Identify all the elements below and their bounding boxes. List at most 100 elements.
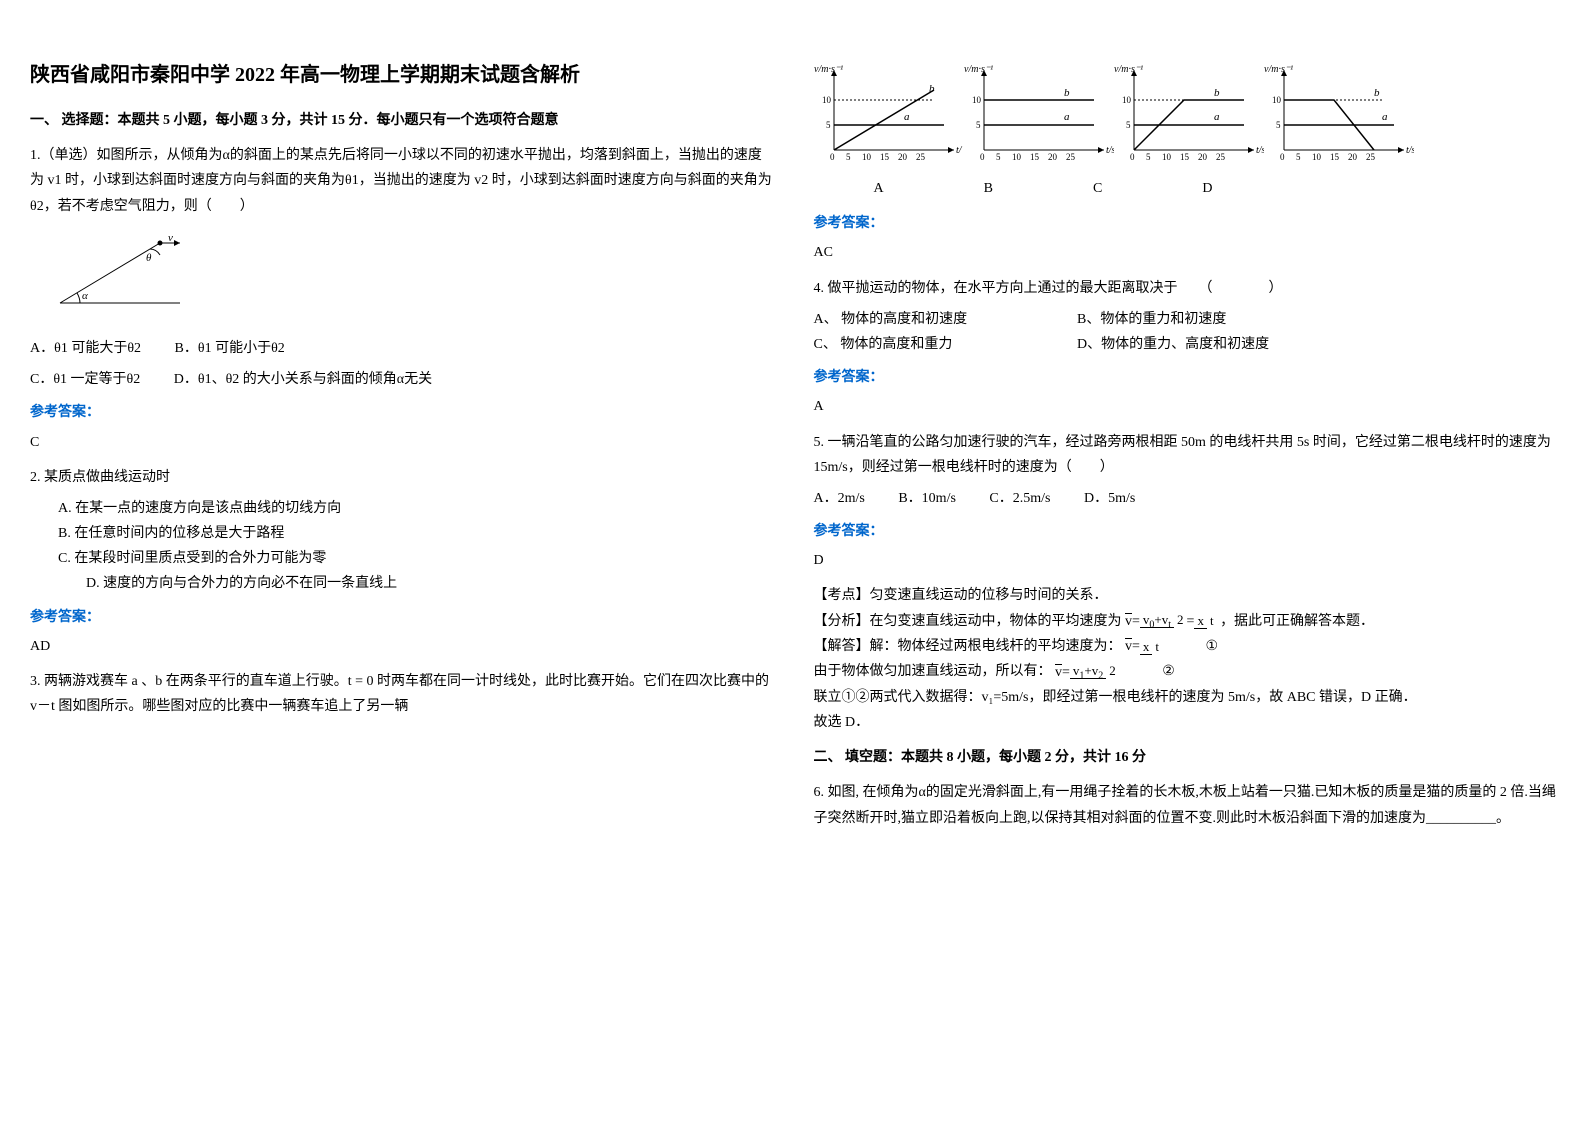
svg-text:25: 25: [1216, 152, 1226, 162]
q5-fenxi-pre: 【分析】在匀变速直线运动中，物体的平均速度为: [814, 614, 1122, 629]
q5-jieda-pre: 【解答】解：物体经过两根电线杆的平均速度为：: [814, 639, 1122, 654]
q5-fenxi-post: ，据此可正确解答本题．: [1220, 614, 1374, 629]
svg-text:10: 10: [1122, 95, 1132, 105]
q3-label-a: A: [874, 176, 884, 201]
svg-text:t/s: t/s: [1256, 145, 1264, 156]
svg-text:10: 10: [1312, 152, 1322, 162]
svg-text:5: 5: [826, 120, 831, 130]
q1-option-b: B．θ1 可能小于θ2: [175, 336, 285, 361]
svg-text:θ: θ: [146, 252, 152, 264]
q1-options-row1: A．θ1 可能大于θ2 B．θ1 可能小于θ2: [30, 336, 774, 361]
svg-text:a: a: [1382, 111, 1388, 123]
q1-option-d: D．θ1、θ2 的大小关系与斜面的倾角α无关: [174, 367, 432, 392]
q3-chart-labels: A B C D: [814, 176, 1558, 201]
q5-jieda-line2: 由于物体做匀加速直线运动，所以有： v=v1+v22 ②: [814, 659, 1558, 684]
svg-text:10: 10: [1012, 152, 1022, 162]
question-4: 4. 做平抛运动的物体，在水平方向上通过的最大距离取决于 （ ） A、 物体的高…: [814, 276, 1558, 420]
q5-jieda-line4: 故选 D．: [814, 710, 1558, 735]
svg-text:v: v: [168, 233, 173, 244]
svg-text:15: 15: [1330, 152, 1340, 162]
q4-options-row1: A、 物体的高度和初速度 B、物体的重力和初速度: [814, 307, 1558, 332]
q4-options-row2: C、 物体的高度和重力 D、物体的重力、高度和初速度: [814, 332, 1558, 357]
svg-text:10: 10: [822, 95, 832, 105]
q5-answer: D: [814, 548, 1558, 573]
svg-text:v/m·s⁻¹: v/m·s⁻¹: [1264, 64, 1293, 75]
q5-option-d: D．5m/s: [1084, 486, 1135, 511]
svg-text:0: 0: [1130, 152, 1135, 162]
svg-text:0: 0: [1280, 152, 1285, 162]
svg-text:5: 5: [976, 120, 981, 130]
svg-text:15: 15: [880, 152, 890, 162]
svg-text:10: 10: [972, 95, 982, 105]
svg-text:0: 0: [830, 152, 835, 162]
q5-formula-1: v=v0+vt2=xt: [1125, 609, 1217, 634]
q3-label-c: C: [1093, 176, 1102, 201]
q5-formula-3: v=v1+v22: [1055, 660, 1119, 685]
svg-text:a: a: [1214, 111, 1220, 123]
q1-stem: 1.（单选）如图所示，从倾角为α的斜面上的某点先后将同一小球以不同的初速水平抛出…: [30, 143, 774, 219]
q2-option-d: D. 速度的方向与合外力的方向必不在同一条直线上: [30, 571, 774, 596]
svg-text:10: 10: [862, 152, 872, 162]
svg-text:5: 5: [1276, 120, 1281, 130]
q3-answer: AC: [814, 240, 1558, 265]
question-1: 1.（单选）如图所示，从倾角为α的斜面上的某点先后将同一小球以不同的初速水平抛出…: [30, 143, 774, 455]
q3-label-d: D: [1202, 176, 1212, 201]
q5-line2-pre: 由于物体做匀加速直线运动，所以有：: [814, 664, 1052, 679]
svg-text:5: 5: [1146, 152, 1151, 162]
q4-option-b: B、物体的重力和初速度: [1077, 312, 1226, 327]
q5-option-b: B．10m/s: [898, 486, 956, 511]
svg-text:v/m·s⁻¹: v/m·s⁻¹: [1114, 64, 1143, 75]
q4-answer: A: [814, 394, 1558, 419]
svg-text:t/s: t/s: [1106, 145, 1114, 156]
q3-charts: v/m·s⁻¹ t/ 10 5 0 5 10 15 20 25 a b v/m·…: [814, 60, 1558, 170]
q1-answer: C: [30, 430, 774, 455]
svg-text:v/m·s⁻¹: v/m·s⁻¹: [964, 64, 993, 75]
svg-text:15: 15: [1030, 152, 1040, 162]
svg-text:a: a: [1064, 111, 1070, 123]
left-column: 陕西省咸阳市秦阳中学 2022 年高一物理上学期期末试题含解析 一、 选择题：本…: [30, 60, 774, 1092]
q5-mark-2: ②: [1162, 664, 1175, 679]
section2-head: 二、 填空题：本题共 8 小题，每小题 2 分，共计 16 分: [814, 745, 1558, 770]
svg-text:20: 20: [898, 152, 908, 162]
chart-b: v/m·s⁻¹ t/s 10 5 0 5 10 15 20 25 a b: [964, 60, 1114, 170]
right-column: v/m·s⁻¹ t/ 10 5 0 5 10 15 20 25 a b v/m·…: [814, 60, 1558, 1092]
q2-option-b: B. 在任意时间内的位移总是大于路程: [30, 521, 774, 546]
svg-text:5: 5: [1126, 120, 1131, 130]
svg-text:0: 0: [980, 152, 985, 162]
svg-text:5: 5: [996, 152, 1001, 162]
svg-text:α: α: [82, 290, 88, 302]
q6-stem: 6. 如图, 在倾角为α的固定光滑斜面上,有一用绳子拴着的长木板,木板上站着一只…: [814, 785, 1556, 825]
svg-text:a: a: [904, 111, 910, 123]
q2-ref-label: 参考答案：: [30, 605, 774, 630]
svg-text:25: 25: [1066, 152, 1076, 162]
page-title: 陕西省咸阳市秦阳中学 2022 年高一物理上学期期末试题含解析: [30, 60, 774, 90]
q5-stem: 5. 一辆沿笔直的公路匀加速行驶的汽车，经过路旁两根相距 50m 的电线杆共用 …: [814, 430, 1558, 480]
svg-text:10: 10: [1162, 152, 1172, 162]
svg-text:10: 10: [1272, 95, 1282, 105]
q2-stem: 2. 某质点做曲线运动时: [30, 465, 774, 490]
svg-text:b: b: [1374, 87, 1380, 99]
question-2: 2. 某质点做曲线运动时 A. 在某一点的速度方向是该点曲线的切线方向 B. 在…: [30, 465, 774, 659]
svg-text:b: b: [929, 83, 935, 95]
q5-options: A．2m/s B．10m/s C．2.5m/s D．5m/s: [814, 486, 1558, 511]
svg-text:25: 25: [916, 152, 926, 162]
q5-kaodian: 【考点】匀变速直线运动的位移与时间的关系．: [814, 583, 1558, 608]
q4-stem: 4. 做平抛运动的物体，在水平方向上通过的最大距离取决于 （ ）: [814, 276, 1558, 301]
svg-text:5: 5: [846, 152, 851, 162]
q2-answer: AD: [30, 634, 774, 659]
q5-option-c: C．2.5m/s: [989, 486, 1050, 511]
q1-option-c: C．θ1 一定等于θ2: [30, 367, 140, 392]
chart-c: v/m·s⁻¹ t/s 10 5 0 5 10 15 20 25 a b: [1114, 60, 1264, 170]
q4-ref-label: 参考答案：: [814, 365, 1558, 390]
q5-formula-2: v=xt: [1125, 634, 1162, 659]
svg-text:25: 25: [1366, 152, 1376, 162]
q1-option-a: A．θ1 可能大于θ2: [30, 336, 141, 361]
svg-text:20: 20: [1048, 152, 1058, 162]
q2-option-a: A. 在某一点的速度方向是该点曲线的切线方向: [30, 496, 774, 521]
chart-a: v/m·s⁻¹ t/ 10 5 0 5 10 15 20 25 a b: [814, 60, 964, 170]
question-5: 5. 一辆沿笔直的公路匀加速行驶的汽车，经过路旁两根相距 50m 的电线杆共用 …: [814, 430, 1558, 736]
question-3: 3. 两辆游戏赛车 a 、b 在两条平行的直车道上行驶。t = 0 时两车都在同…: [30, 669, 774, 719]
q5-jieda-line3: 联立①②两式代入数据得：v₁=5m/s，即经过第一根电线杆的速度为 5m/s，故…: [814, 685, 1558, 710]
svg-text:20: 20: [1348, 152, 1358, 162]
q4-option-d: D、物体的重力、高度和初速度: [1077, 337, 1269, 352]
